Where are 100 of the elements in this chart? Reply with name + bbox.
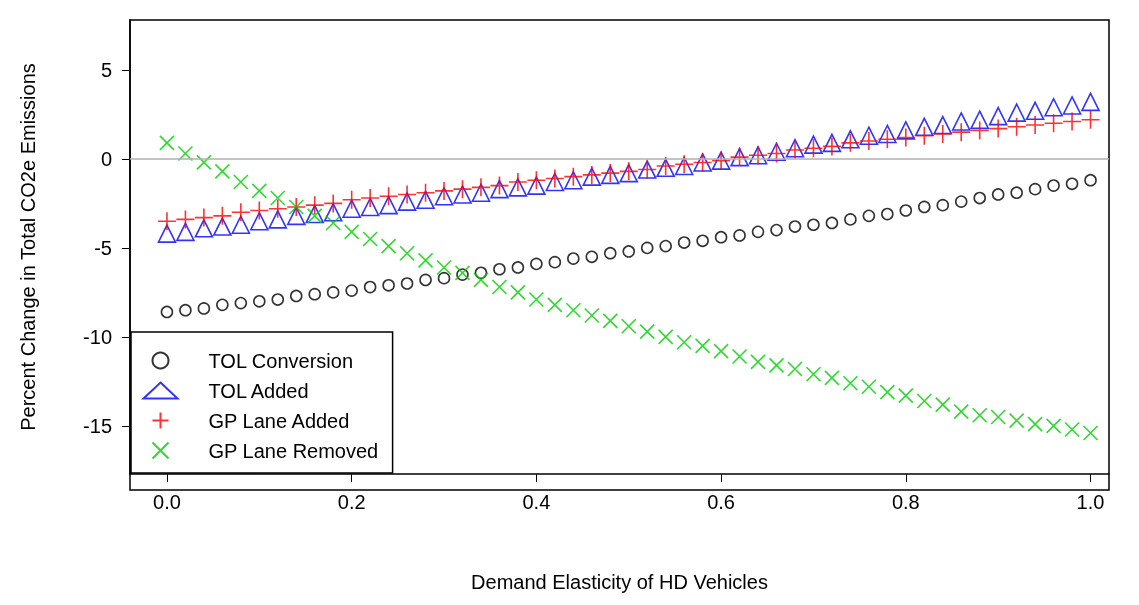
point	[419, 273, 432, 287]
point	[548, 255, 562, 269]
point	[881, 207, 894, 221]
y-tick-label: -10	[83, 325, 112, 348]
point	[620, 318, 637, 335]
point	[954, 195, 968, 208]
point	[677, 236, 691, 249]
point	[360, 188, 380, 208]
x-tick-label: 0.0	[153, 491, 181, 513]
point	[657, 329, 674, 345]
point	[397, 192, 417, 211]
point	[1081, 92, 1100, 112]
point	[452, 179, 473, 199]
point	[231, 215, 251, 235]
point	[547, 297, 563, 313]
point	[159, 135, 175, 151]
point	[878, 124, 897, 144]
point	[1047, 179, 1060, 192]
point	[417, 252, 434, 269]
point	[271, 293, 285, 306]
point	[825, 216, 839, 230]
point	[896, 127, 916, 148]
point	[194, 207, 214, 228]
y-tick-label: 5	[100, 58, 112, 81]
point	[434, 186, 454, 206]
point	[842, 375, 859, 391]
point	[1025, 115, 1045, 135]
point	[916, 393, 933, 409]
point	[1065, 177, 1079, 191]
point	[788, 220, 802, 233]
x-tick-label: 0.6	[707, 491, 735, 513]
x-tick-label: 0.2	[337, 491, 366, 513]
point	[177, 145, 194, 162]
point	[1007, 103, 1026, 122]
point	[1025, 101, 1045, 121]
point	[583, 307, 600, 324]
point	[510, 284, 526, 301]
point	[511, 261, 525, 274]
point	[988, 118, 1008, 139]
point	[493, 262, 506, 276]
point	[249, 200, 270, 221]
point	[214, 163, 231, 180]
point	[733, 229, 746, 242]
point	[840, 133, 861, 153]
point	[714, 230, 728, 244]
point	[325, 215, 341, 231]
point	[990, 409, 1006, 425]
point	[1084, 173, 1097, 187]
point	[253, 295, 266, 308]
point	[807, 218, 820, 232]
point	[899, 204, 913, 217]
point	[527, 176, 546, 195]
point	[603, 246, 617, 260]
point	[602, 313, 619, 329]
point	[877, 129, 898, 150]
y-tick-label: -5	[94, 236, 112, 259]
point	[341, 190, 362, 210]
point	[360, 197, 380, 217]
point	[914, 125, 935, 146]
x-axis-title: Demand Elasticity of HD Vehicles	[471, 571, 768, 593]
point	[250, 211, 269, 231]
point	[251, 183, 268, 199]
point	[953, 403, 970, 420]
point	[160, 305, 174, 319]
point	[267, 198, 288, 219]
x-tick-label: 1.0	[1076, 491, 1105, 513]
point	[640, 241, 654, 255]
point	[951, 122, 972, 142]
legend-label: TOL Added	[208, 379, 309, 402]
point	[362, 231, 378, 247]
point	[1010, 186, 1023, 199]
point	[179, 303, 192, 317]
point	[988, 106, 1008, 126]
point	[176, 222, 195, 242]
point	[750, 354, 766, 370]
point	[530, 257, 543, 271]
point	[768, 357, 785, 374]
point	[991, 188, 1005, 201]
point	[585, 250, 599, 264]
point	[694, 338, 711, 354]
point	[268, 210, 288, 229]
point	[861, 378, 877, 395]
point	[400, 277, 414, 290]
point	[415, 182, 436, 203]
point	[859, 126, 879, 146]
point	[1082, 425, 1099, 441]
point	[751, 225, 765, 239]
point	[508, 172, 528, 192]
point	[213, 217, 232, 236]
point	[1006, 117, 1027, 137]
point	[378, 186, 399, 207]
point	[1027, 416, 1043, 432]
point	[342, 199, 361, 219]
point	[824, 370, 840, 386]
point	[970, 110, 989, 129]
point	[713, 343, 729, 359]
point	[528, 291, 545, 308]
x-tick-label: 0.8	[891, 491, 920, 513]
point	[969, 120, 990, 141]
legend-label: GP Lane Removed	[208, 439, 379, 462]
